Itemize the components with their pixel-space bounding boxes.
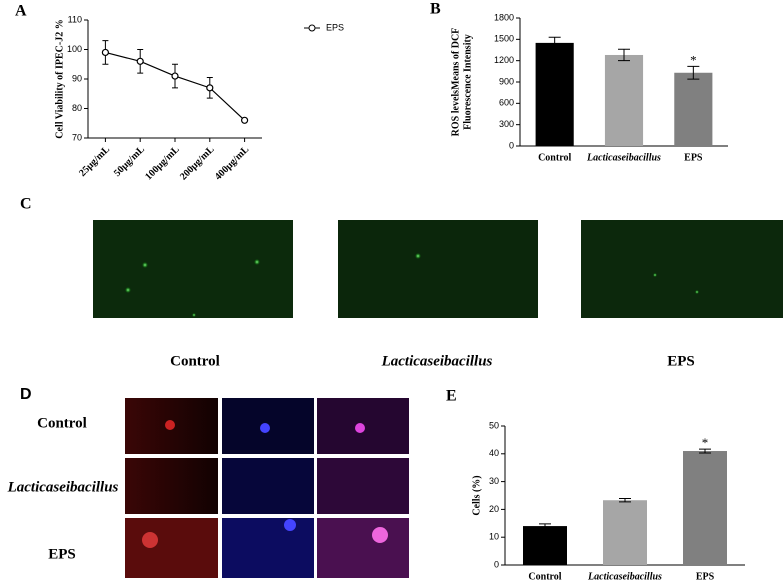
y-tick-label: 1200 [494,55,514,65]
bar [604,54,644,146]
panel-letter: C [20,196,32,213]
x-tick-label: 50μg/mL [112,144,147,179]
staining-images [125,398,409,578]
row-label: Lacticaseibacillus [7,479,119,495]
y-axis-label: Fluorescence Intensity [462,34,473,130]
x-tick-label: 100μg/mL [143,144,182,183]
legend-label: EPS [326,22,344,32]
significance: * [690,52,697,67]
y-tick-label: 20 [489,504,499,514]
x-tick-label: Lacticaseibacillus [587,571,662,580]
error-bar [687,65,700,80]
marker [171,72,179,80]
y-tick-label: 0 [509,140,514,150]
panel-letter: D [20,386,32,403]
y-tick-label: 10 [489,532,499,542]
x-tick-label: 25μg/mL [77,144,112,179]
bar [523,526,567,565]
y-tick-label: 600 [499,98,514,108]
marker [101,48,110,57]
x-tick-label: EPS [696,571,715,580]
x-tick-label: 200μg/mL [178,144,217,183]
bar [683,451,727,565]
panel-letter: A [15,3,27,20]
y-axis-label: ROS levelsMeans of DCF [450,28,461,137]
bar [603,500,647,565]
x-tick-label: Lacticaseibacillus [586,152,661,163]
bar [535,42,574,147]
significance: * [702,435,709,450]
y-axis-label: Cell Viability of IPEC-J2 % [54,19,65,138]
y-tick-label: 300 [499,119,514,129]
image-label: Lacticaseibacillus [381,353,493,369]
marker [206,84,214,92]
row-label: Control [37,415,87,431]
panel-letter: E [446,388,457,405]
y-axis-label: Cells (%) [471,475,482,515]
y-tick-label: 50 [489,420,499,430]
image-label: Control [170,353,220,369]
error-bar [539,523,551,529]
y-tick-label: 0 [494,559,499,569]
y-tick-label: 1800 [494,12,514,22]
y-tick-label: 80 [72,103,82,113]
marker [241,116,249,124]
marker [136,57,144,65]
x-tick-label: Control [528,571,561,580]
y-tick-label: 1500 [494,34,514,44]
error-bar [618,48,630,62]
legend-marker [308,24,316,32]
error-bar [619,498,631,503]
y-tick-label: 30 [489,476,499,486]
error-bar [548,36,561,50]
x-tick-label: 400μg/mL [213,144,252,183]
y-tick-label: 90 [72,73,82,83]
image-label: EPS [667,353,695,369]
y-tick-label: 110 [68,14,82,24]
row-label: EPS [48,546,76,562]
y-tick-label: 70 [72,132,82,142]
y-tick-label: 40 [489,448,499,458]
fluorescence-images [93,220,783,318]
x-tick-label: EPS [684,152,703,163]
error-bar [699,448,711,454]
y-tick-label: 100 [67,44,82,54]
x-tick-label: Control [538,152,571,163]
panel-letter: B [430,1,441,18]
bar [674,72,713,146]
y-tick-label: 900 [499,76,514,86]
